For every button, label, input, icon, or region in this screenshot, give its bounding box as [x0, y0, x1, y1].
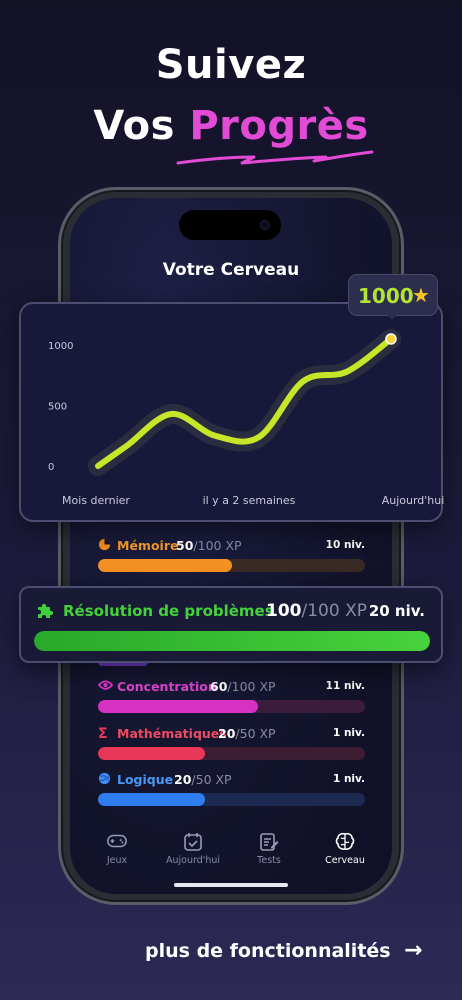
- stat-row-3[interactable]: Logique 20/50 XP 1 niv.: [98, 772, 365, 812]
- score-badge-value: 1000: [358, 284, 414, 308]
- stat-progress-fill: [98, 700, 259, 713]
- nav-label: Tests: [257, 855, 281, 866]
- nav-item-aujourdhui[interactable]: Aujourd'hui: [158, 832, 228, 866]
- stat-xp: 50/100 XP: [176, 538, 242, 553]
- stat-level: 10 niv.: [325, 539, 365, 551]
- gamepad-icon: [82, 832, 152, 854]
- y-tick-label: 500: [48, 402, 67, 413]
- stat-name: Concentration: [117, 679, 217, 694]
- arrow-right-icon[interactable]: →: [404, 938, 423, 963]
- stat-row-0[interactable]: Mémoire 50/100 XP 10 niv.: [98, 538, 365, 578]
- sigma-icon: Σ: [98, 726, 108, 742]
- progress-line-chart: 0 500 1000 Mois dernier il y a 2 semaines Auj…: [48, 328, 445, 507]
- headline-prefix: Vos: [93, 103, 175, 149]
- stat-xp: 20/50 XP: [218, 726, 276, 741]
- x-tick-label: Mois dernier: [62, 494, 130, 507]
- featured-skill-card[interactable]: Résolution de problèmes 100/100 XP 20 ni…: [19, 586, 443, 663]
- puzzle-icon: [35, 600, 55, 625]
- calendar-check-icon: [158, 832, 228, 854]
- score-badge: 1000 ★: [348, 274, 438, 316]
- brain-icon: [310, 832, 380, 854]
- stat-row-1[interactable]: Concentration 60/100 XP 11 niv.: [97, 679, 365, 719]
- nav-item-jeux[interactable]: Jeux: [82, 832, 152, 866]
- featured-skill-name: Résolution de problèmes: [63, 602, 274, 620]
- stat-level: 11 niv.: [325, 680, 365, 692]
- series-line: [95, 335, 394, 469]
- home-indicator[interactable]: [174, 883, 288, 887]
- clipboard-edit-icon: [234, 832, 304, 854]
- eye-icon: [97, 679, 114, 696]
- screen-title: Votre Cerveau: [162, 260, 300, 280]
- stat-progress-track: [98, 559, 365, 572]
- star-icon: ★: [412, 283, 430, 307]
- stat-progress-fill: [98, 559, 232, 572]
- stat-progress-track: [98, 747, 365, 760]
- stat-level: 1 niv.: [332, 727, 365, 739]
- score-badge-tail: [386, 313, 398, 320]
- squiggle-underline: [176, 150, 374, 165]
- nav-label: Aujourd'hui: [165, 855, 221, 866]
- stat-name: Mémoire: [117, 538, 179, 553]
- stat-progress-fill: [98, 793, 205, 806]
- stat-level: 1 niv.: [332, 773, 365, 785]
- stat-name: Logique: [117, 772, 174, 787]
- x-tick-label: Aujourd'hui: [382, 494, 445, 507]
- featured-progress-fill: [34, 631, 430, 651]
- camera-icon: [260, 220, 270, 230]
- stat-row-2[interactable]: Σ Mathématiques 20/50 XP 1 niv.: [98, 726, 365, 766]
- headline-line-2: Vos Progrès: [0, 103, 462, 149]
- pie-chart-icon: [98, 538, 111, 556]
- featured-skill-level: 20 niv.: [368, 602, 425, 620]
- stat-xp: 60/100 XP: [210, 679, 276, 694]
- nav-label: Cerveau: [325, 855, 365, 866]
- progress-chart-card: 0 500 1000 Mois dernier il y a 2 semaines Auj…: [19, 302, 445, 522]
- more-features-link[interactable]: plus de fonctionnalités: [145, 940, 391, 962]
- nav-item-tests[interactable]: Tests: [234, 832, 304, 866]
- stat-xp: 20/50 XP: [174, 772, 232, 787]
- globe-icon: [98, 772, 111, 790]
- stat-progress-fill: [98, 747, 205, 760]
- nav-item-cerveau[interactable]: Cerveau: [310, 832, 380, 866]
- nav-label: Jeux: [106, 855, 128, 866]
- headline-line-1: Suivez: [155, 42, 307, 88]
- stat-progress-track: [98, 700, 365, 713]
- series-line-shadow: [88, 328, 401, 476]
- stat-progress-track: [98, 793, 365, 806]
- featured-skill-xp: 100/100 XP: [266, 601, 367, 621]
- y-tick-label: 0: [48, 462, 54, 473]
- dynamic-island: [179, 210, 281, 240]
- series-end-point: [385, 333, 397, 345]
- headline-accent: Progrès: [189, 103, 369, 149]
- stat-name: Mathématiques: [117, 726, 227, 741]
- x-tick-label: il y a 2 semaines: [203, 494, 296, 507]
- y-tick-label: 1000: [48, 341, 73, 352]
- featured-progress-track: [34, 631, 430, 651]
